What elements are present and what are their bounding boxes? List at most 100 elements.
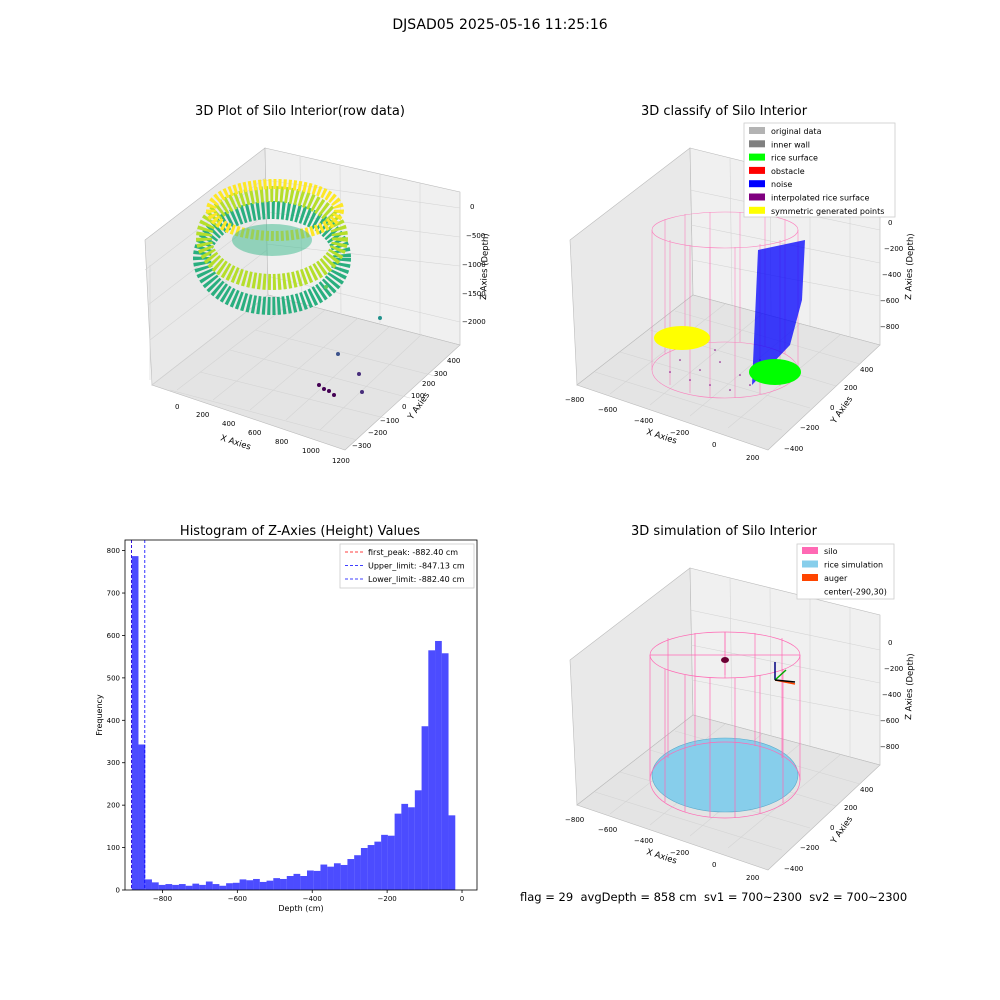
classify-rice-surface (749, 359, 801, 385)
legend-swatch (749, 166, 765, 174)
histogram-bar (381, 834, 388, 890)
histogram-y-tick-label: 500 (107, 674, 120, 682)
histogram-bar (253, 878, 260, 890)
classify-ztick: −200 (884, 245, 903, 253)
simulation-ztick: 0 (888, 639, 892, 647)
classify-interpolated-surface (669, 349, 771, 391)
histogram-y-tick-label: 200 (107, 802, 120, 810)
histogram-y-tick-label: 0 (116, 887, 120, 895)
histogram-x-tick-label: −200 (378, 895, 397, 903)
histogram-x-axis-label: Depth (cm) (278, 904, 323, 913)
legend-label: auger (824, 574, 848, 583)
histogram-bar (333, 863, 341, 890)
simulation-ytick: −400 (784, 865, 803, 873)
histogram-bar (178, 884, 186, 890)
classify-ztick: −800 (880, 323, 899, 331)
histogram-x-tick-label: −600 (228, 895, 247, 903)
raw-ytick: 0 (402, 403, 406, 411)
raw-xtick: 200 (196, 411, 209, 419)
simulation-ztick: −400 (882, 691, 901, 699)
simulation-xtick: −200 (670, 849, 689, 857)
histogram-bar (246, 880, 254, 890)
histogram-bars (131, 556, 456, 890)
legend-label: original data (771, 127, 822, 136)
histogram-x-tick-label: −400 (303, 895, 322, 903)
classify-xtick: 200 (746, 454, 759, 462)
histogram-bar (435, 640, 442, 890)
histogram-bar (387, 835, 395, 890)
raw-ztick: −500 (466, 232, 485, 240)
histogram-bar (340, 864, 348, 890)
legend-swatch (749, 127, 765, 134)
histogram-bar (428, 650, 436, 890)
raw-ytick: −200 (368, 429, 387, 437)
raw-ytick: 200 (422, 380, 435, 388)
histogram-bar (185, 885, 193, 890)
figure-title: DJSAD05 2025-05-16 11:25:16 (392, 17, 608, 33)
classify-ztick: −600 (880, 297, 899, 305)
simulation-ztick: −600 (880, 717, 899, 725)
histogram-frame (124, 539, 478, 891)
simulation-xtick: −400 (634, 837, 653, 845)
histogram-bar (192, 883, 200, 890)
raw-xtick: 600 (248, 429, 261, 437)
simulation-rice-surface (651, 737, 799, 813)
histogram-bar (259, 881, 267, 890)
histogram-bar (286, 876, 294, 890)
simulation-ytick: 400 (860, 786, 873, 794)
legend-label: noise (771, 180, 792, 189)
classify-symmetric-points (654, 326, 710, 350)
raw-xtick: 400 (222, 420, 235, 428)
legend-label: symmetric generated points (771, 207, 884, 216)
simulation-center-marker (721, 657, 729, 663)
raw-point-cloud (193, 179, 382, 397)
histogram-title: Histogram of Z-Axies (Height) Values (179, 524, 421, 539)
histogram-bar (212, 884, 220, 890)
legend-label: interpolated rice surface (771, 194, 869, 203)
histogram-y-tick-label: 600 (107, 632, 120, 640)
raw-ztick: −1000 (462, 261, 486, 269)
histogram-bar (354, 855, 361, 890)
classify-panel-title: 3D classify of Silo Interior (640, 104, 808, 119)
simulation-silo-wireframe (649, 631, 801, 819)
raw-xtick: 1200 (332, 457, 350, 465)
histogram-chart: −800 −600 −400 −200 0 0 100 200 300 400 500 600 700… (95, 539, 478, 913)
legend-swatch (749, 193, 765, 201)
classify-xtick: 0 (712, 441, 716, 449)
classify-z-axis-label: Z Axies (Depth) (904, 233, 916, 300)
classify-ytick: 0 (830, 404, 834, 412)
simulation-xtick: −600 (598, 826, 617, 834)
histogram-bar (414, 790, 422, 890)
histogram-y-tick-label: 400 (107, 717, 120, 725)
classify-ytick: 200 (844, 384, 857, 392)
simulation-ztick: −800 (880, 743, 899, 751)
raw-ztick: −1500 (462, 290, 486, 298)
simulation-z-axis-label: Z Axies (Depth) (904, 653, 916, 720)
simulation-3d-plot: −800 −600 −400 −200 0 200 400 200 0 −200… (565, 543, 916, 882)
histogram-legend-label: Upper_limit: -847.13 cm (368, 562, 465, 571)
histogram-bar (158, 884, 166, 890)
histogram-bar (401, 803, 409, 890)
histogram-y-tick-label: 700 (107, 590, 120, 598)
raw-xtick: 0 (175, 403, 179, 411)
histogram-bar (172, 884, 179, 890)
raw-ytick: 400 (447, 357, 460, 365)
histogram-bar (165, 884, 173, 890)
classify-xtick: −400 (634, 417, 653, 425)
legend-label: inner wall (771, 140, 810, 149)
histogram-bar (367, 845, 375, 890)
legend-swatch (802, 547, 818, 554)
raw-ytick: 300 (434, 370, 447, 378)
histogram-bar (421, 726, 429, 890)
histogram-bar (293, 873, 301, 890)
simulation-xtick: −800 (565, 816, 584, 824)
classify-xtick: −600 (598, 406, 617, 414)
legend-label: rice surface (771, 154, 818, 163)
histogram-bar (232, 882, 240, 890)
legend-swatch (802, 574, 818, 581)
histogram-bar (347, 859, 355, 890)
histogram-bar (313, 870, 321, 890)
histogram-bar (199, 884, 206, 890)
raw-xtick: 1000 (302, 447, 320, 455)
simulation-xtick: 0 (712, 861, 716, 869)
